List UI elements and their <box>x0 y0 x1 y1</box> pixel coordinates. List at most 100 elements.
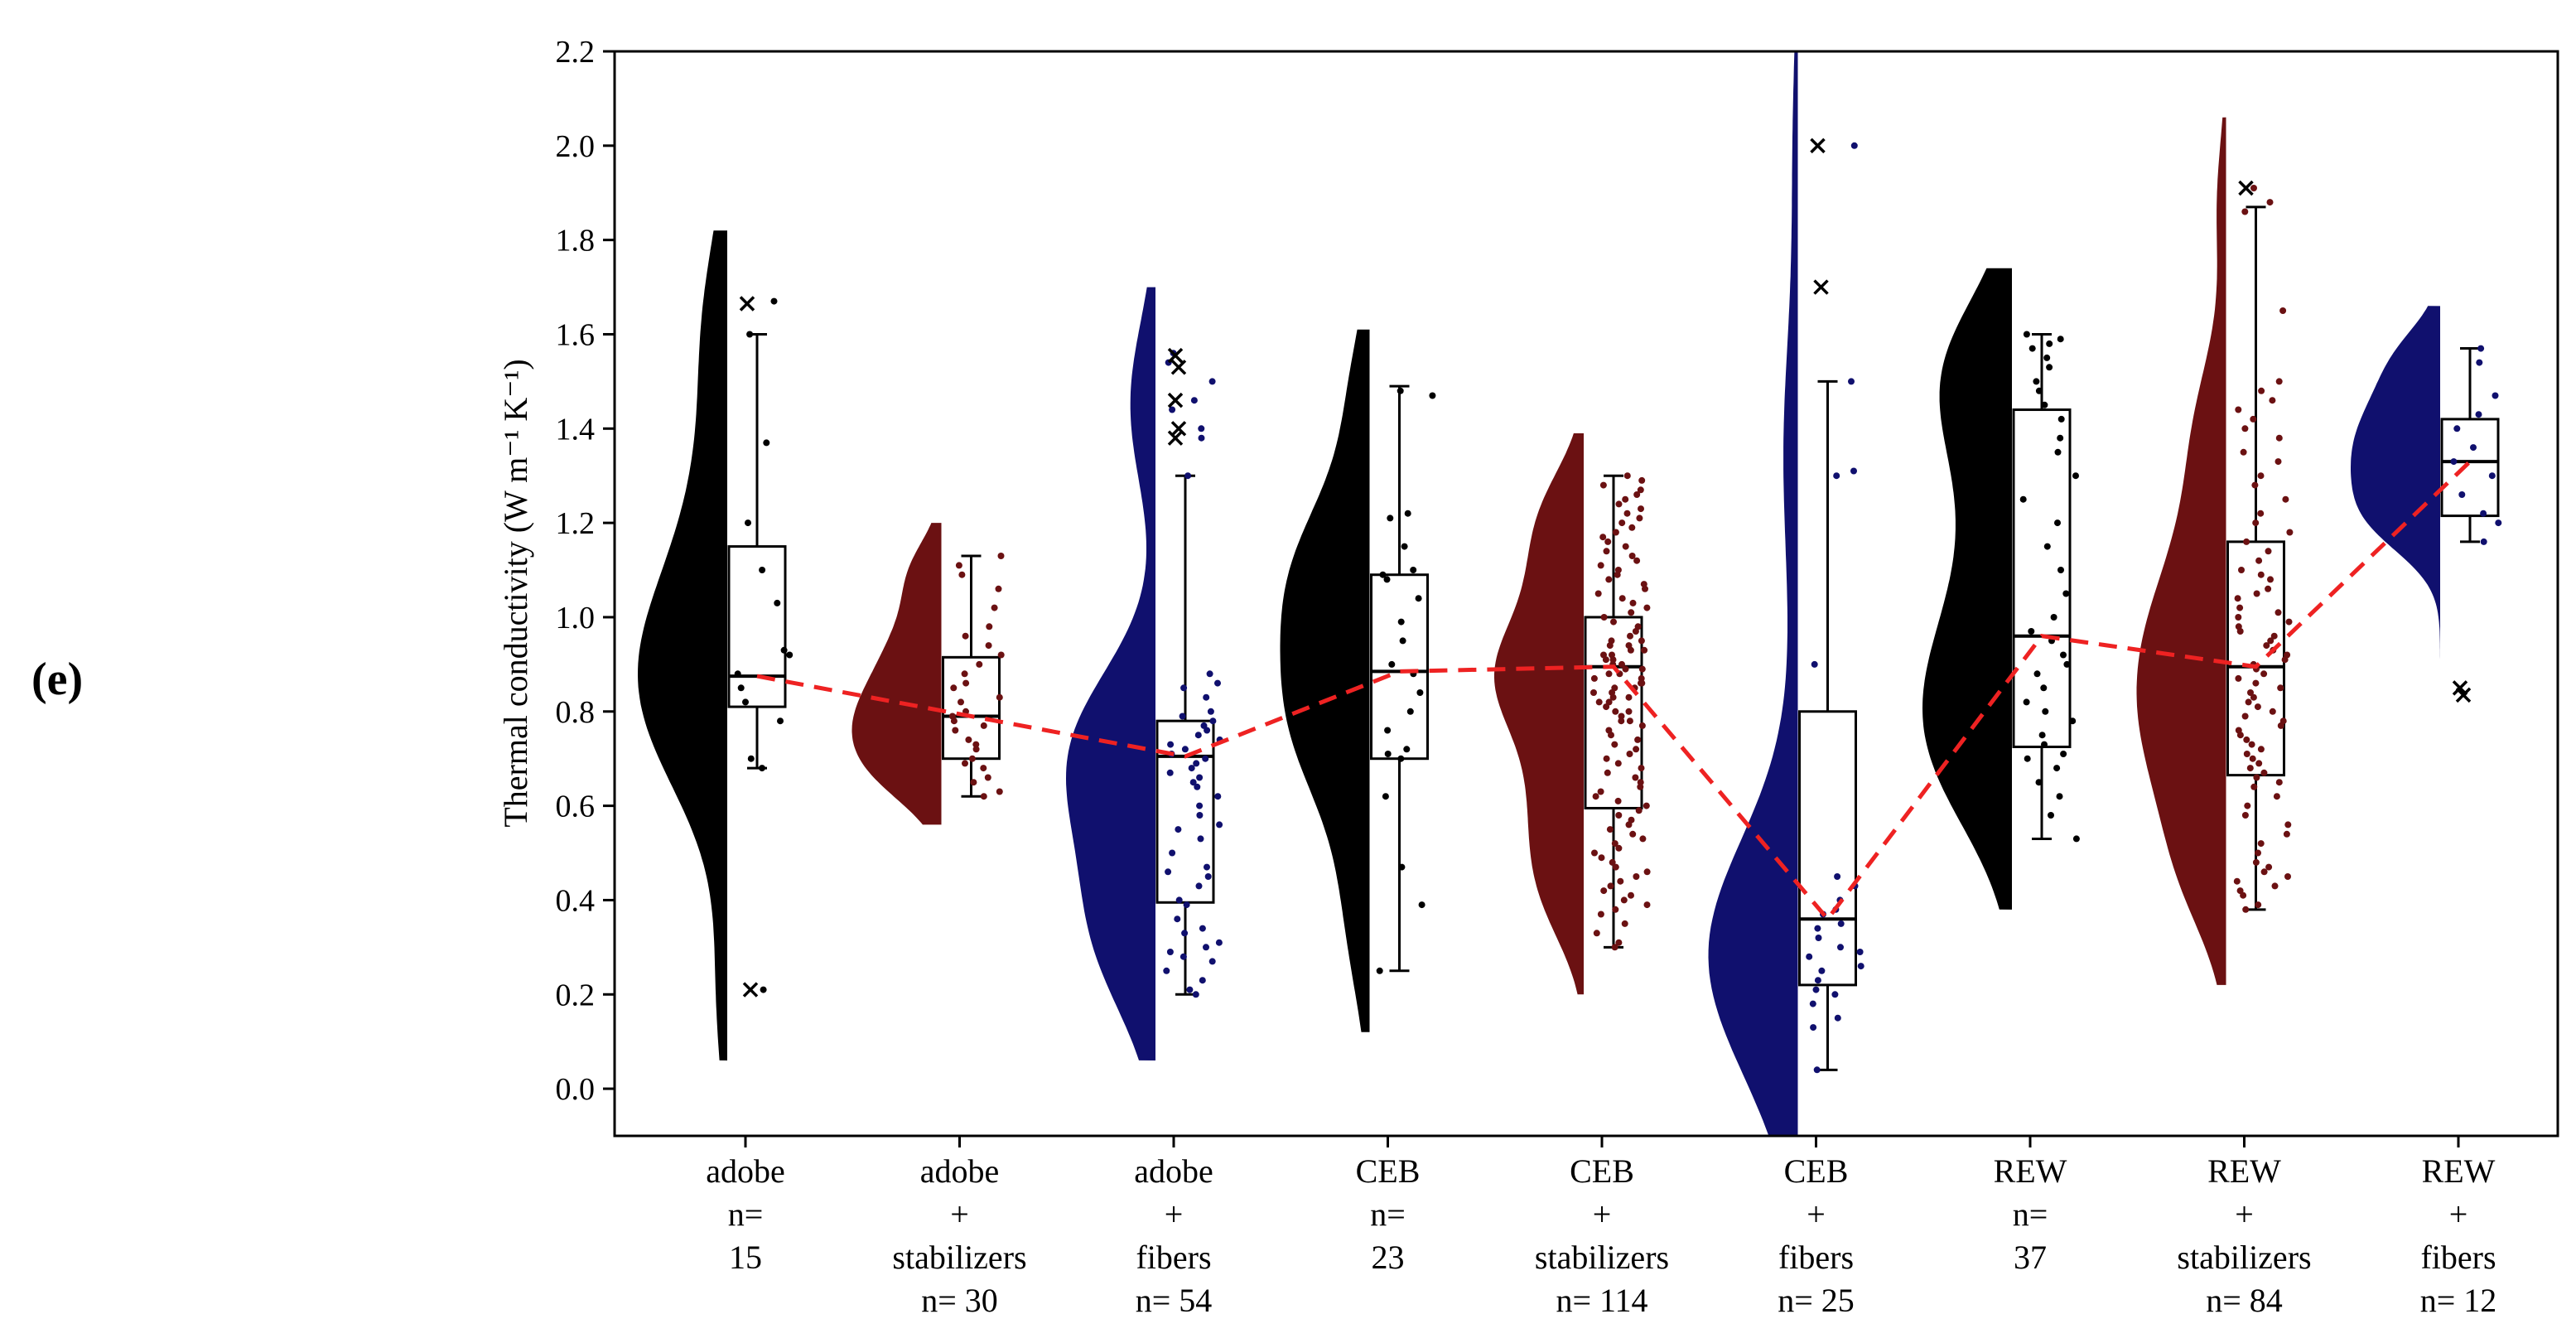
x-axis: adobe n= 15 adobe + stabilizers n= 30 adobe + fib… <box>706 1136 2496 1319</box>
data-point <box>1625 693 1633 701</box>
data-point <box>1632 774 1639 781</box>
y-axis: 0.0 0.2 0.4 0.6 0.8 1.0 1.2 1.4 1.6 1.8 2.0 2.2 <box>556 35 615 1107</box>
data-point <box>1629 599 1637 606</box>
data-point <box>972 741 980 748</box>
data-point <box>955 562 962 569</box>
data-point <box>2023 331 2030 338</box>
data-point <box>1628 553 1636 559</box>
data-point <box>2040 684 2048 692</box>
x-tick-label: REW <box>2422 1152 2496 1190</box>
data-point <box>1622 543 1629 550</box>
data-point <box>1618 595 1626 602</box>
box <box>1370 573 1429 761</box>
data-point <box>2033 670 2041 678</box>
data-point <box>2277 722 2284 729</box>
data-point <box>2271 882 2279 890</box>
data-point <box>1627 646 1634 654</box>
data-point <box>1620 896 1628 904</box>
outlier-marker <box>1167 347 1184 364</box>
outlier-marker <box>1167 392 1184 408</box>
data-point <box>1612 863 1619 871</box>
x-tick-label: stabilizers <box>1535 1239 1669 1276</box>
data-point <box>1857 963 1864 970</box>
data-point <box>2246 765 2254 772</box>
data-point <box>1175 826 1182 833</box>
data-point <box>980 793 987 800</box>
box <box>727 545 787 708</box>
y-tick-label: 1.4 <box>556 412 596 447</box>
data-point <box>745 519 751 527</box>
y-axis-label: Thermal conductivity (W m⁻¹ K⁻¹) <box>497 359 534 827</box>
data-point <box>2265 585 2272 592</box>
x-tick-label: stabilizers <box>2177 1239 2311 1276</box>
category-group <box>1922 268 2080 910</box>
data-point <box>2248 741 2255 748</box>
data-point <box>2057 434 2064 442</box>
data-point <box>1387 514 1394 522</box>
data-point <box>2257 840 2265 848</box>
data-point <box>1623 510 1631 517</box>
data-point <box>2050 614 2057 621</box>
outlier-marker <box>1167 430 1184 446</box>
data-point <box>1384 751 1392 757</box>
data-point <box>1197 835 1204 843</box>
data-point <box>2057 567 2064 573</box>
data-point <box>1811 660 1818 668</box>
data-point <box>1622 495 1629 503</box>
data-point <box>1848 378 1855 385</box>
data-point <box>2284 873 2291 880</box>
data-point <box>1397 387 1404 394</box>
data-point <box>2247 689 2254 696</box>
data-point <box>1198 434 1205 442</box>
data-point <box>1597 562 1604 569</box>
density-cloud <box>638 230 727 1060</box>
data-point <box>1416 689 1424 696</box>
data-point <box>2285 618 2293 626</box>
category-group <box>1066 287 1223 1060</box>
box <box>1584 616 1643 809</box>
data-point <box>2035 387 2043 394</box>
data-point <box>1850 142 1858 149</box>
data-point <box>770 297 778 305</box>
data-point <box>985 642 992 650</box>
data-point <box>1175 896 1183 904</box>
data-point <box>1403 746 1411 753</box>
data-point <box>2046 364 2053 371</box>
box <box>1798 710 1857 987</box>
box <box>2440 418 2500 518</box>
data-point <box>970 779 977 786</box>
density-cloud <box>1708 51 1798 1136</box>
data-point <box>1818 967 1826 974</box>
data-point <box>1181 746 1189 753</box>
density-cloud <box>1280 329 1370 1032</box>
x-tick-label: 15 <box>729 1239 762 1276</box>
data-point <box>1810 1024 1817 1031</box>
data-point <box>1410 567 1417 573</box>
data-point <box>1208 958 1216 965</box>
data-point <box>1605 576 1613 583</box>
data-point <box>763 439 770 447</box>
data-point <box>1615 812 1623 819</box>
data-point <box>2250 415 2257 423</box>
category-group <box>2351 306 2502 740</box>
data-point <box>1605 670 1613 678</box>
data-point <box>2265 548 2272 555</box>
x-tick-label: n= <box>728 1196 764 1233</box>
x-tick-label: + <box>1593 1196 1612 1233</box>
outlier-marker <box>742 982 759 998</box>
data-point <box>1202 755 1209 762</box>
data-point <box>2279 307 2287 314</box>
data-point <box>2241 425 2249 432</box>
data-point <box>2275 779 2283 786</box>
data-point <box>1204 863 1210 871</box>
y-tick-label: 0.4 <box>556 883 596 918</box>
outlier-marker <box>2455 687 2472 703</box>
data-point <box>1621 920 1628 927</box>
data-point <box>2054 519 2061 527</box>
y-tick-label: 0.0 <box>556 1072 596 1107</box>
data-point <box>2257 472 2265 480</box>
x-tick-label: CEB <box>1570 1152 1634 1190</box>
data-point <box>1600 887 1608 895</box>
data-point <box>742 698 749 706</box>
plot-area <box>638 51 2502 1136</box>
